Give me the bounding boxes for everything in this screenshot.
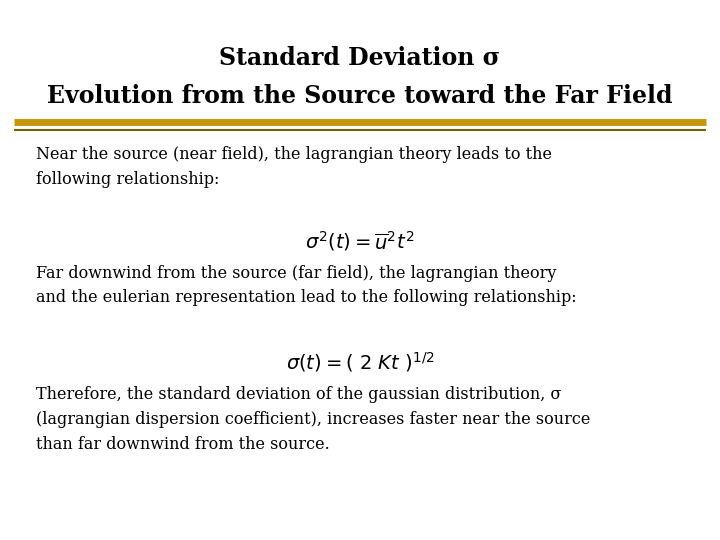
Text: $\sigma^2(t)=\overline{u}^2 t^2$: $\sigma^2(t)=\overline{u}^2 t^2$ — [305, 230, 415, 253]
Text: Therefore, the standard deviation of the gaussian distribution, σ
(lagrangian di: Therefore, the standard deviation of the… — [36, 386, 590, 453]
Text: Standard Deviation σ: Standard Deviation σ — [220, 46, 500, 70]
Text: $\sigma(t) = ( \ 2 \ Kt \ )^{1/2}$: $\sigma(t) = ( \ 2 \ Kt \ )^{1/2}$ — [286, 350, 434, 374]
Text: Evolution from the Source toward the Far Field: Evolution from the Source toward the Far… — [48, 84, 672, 107]
Text: Far downwind from the source (far field), the lagrangian theory
and the eulerian: Far downwind from the source (far field)… — [36, 265, 577, 306]
Text: Near the source (near field), the lagrangian theory leads to the
following relat: Near the source (near field), the lagran… — [36, 146, 552, 187]
